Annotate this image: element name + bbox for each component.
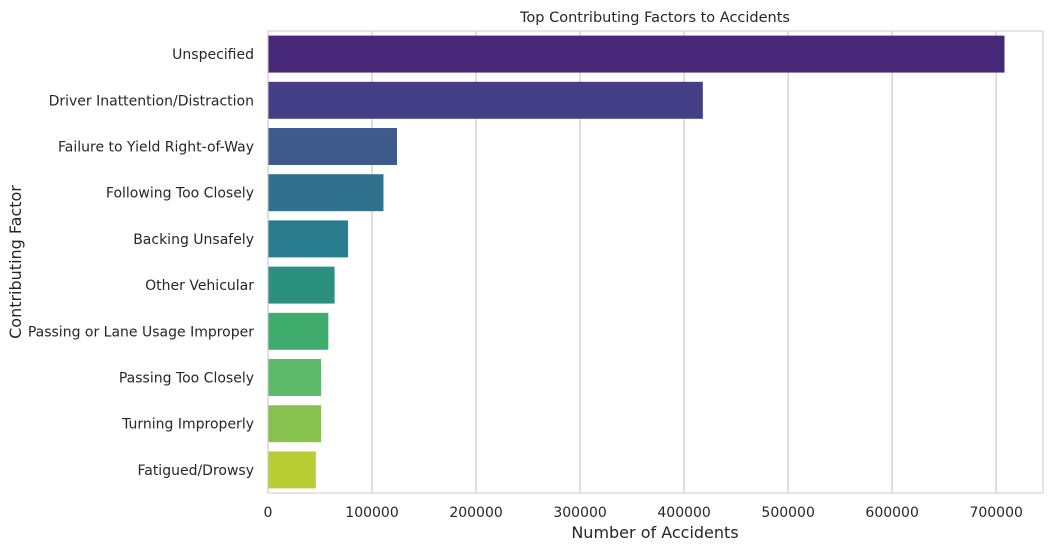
- y-tick-label: Following Too Closely: [106, 186, 254, 202]
- x-tick-label: 200000: [449, 505, 502, 521]
- bar: [268, 220, 349, 258]
- bar: [268, 35, 1005, 73]
- y-axis-title: Contributing Factor: [6, 185, 25, 339]
- y-tick-label: Failure to Yield Right-of-Way: [58, 140, 254, 156]
- y-tick-label: Fatigued/Drowsy: [137, 463, 254, 479]
- y-tick-labels: Unspecified Driver Inattention/Distractio…: [28, 47, 254, 479]
- bar: [268, 312, 329, 350]
- y-tick-label: Other Vehicular: [145, 278, 254, 294]
- bar: [268, 266, 335, 304]
- bar: [268, 451, 316, 489]
- bar: [268, 81, 703, 119]
- bars: [268, 35, 1005, 489]
- bar: [268, 128, 397, 165]
- y-tick-label: Passing or Lane Usage Improper: [28, 324, 254, 340]
- bar: [268, 174, 384, 212]
- y-tick-label: Backing Unsafely: [133, 232, 254, 248]
- plot-frame: [267, 30, 1044, 494]
- x-tick-label: 500000: [761, 505, 814, 521]
- chart-title: Top Contributing Factors to Accidents: [519, 10, 790, 26]
- x-tick-labels: 0 100000 200000 300000 400000 500000 600000 700…: [264, 505, 1023, 521]
- y-tick-label: Driver Inattention/Distraction: [49, 93, 254, 109]
- x-tick-label: 700000: [969, 505, 1022, 521]
- y-tick-label: Passing Too Closely: [119, 371, 254, 387]
- bar: [268, 359, 322, 396]
- x-tick-label: 0: [264, 505, 273, 521]
- x-tick-label: 400000: [657, 505, 710, 521]
- x-axis-title: Number of Accidents: [571, 523, 738, 542]
- bar: [268, 405, 322, 443]
- x-tick-label: 300000: [553, 505, 606, 521]
- y-tick-label: Turning Improperly: [121, 417, 254, 433]
- x-tick-label: 100000: [345, 505, 398, 521]
- x-tick-label: 600000: [865, 505, 918, 521]
- y-tick-label: Unspecified: [172, 47, 254, 63]
